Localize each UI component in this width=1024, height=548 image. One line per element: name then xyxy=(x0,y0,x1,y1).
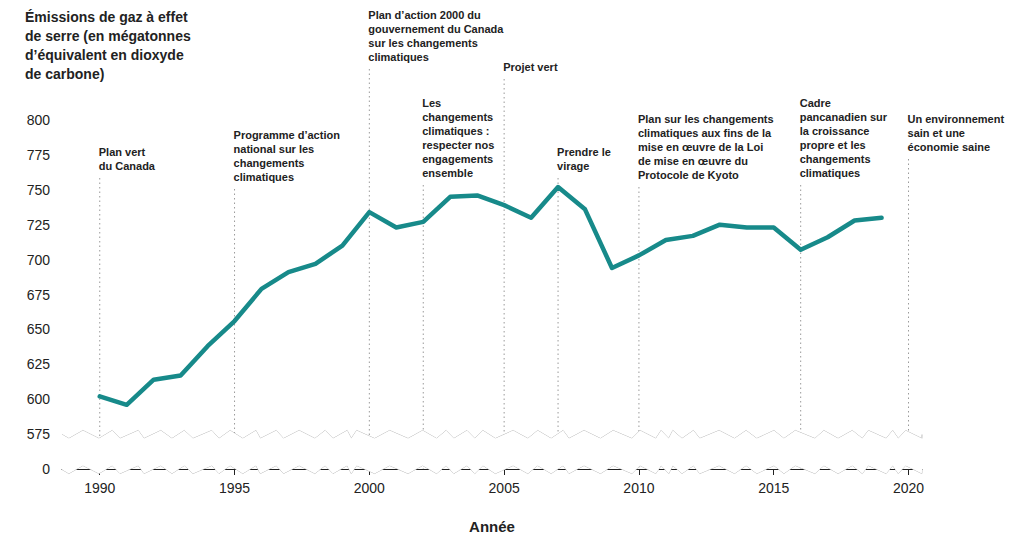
svg-text:national sur les: national sur les xyxy=(234,143,315,155)
svg-text:Programme d’action: Programme d’action xyxy=(234,129,341,141)
svg-text:Prendre le: Prendre le xyxy=(557,146,611,158)
svg-text:2020: 2020 xyxy=(893,480,924,496)
svg-text:625: 625 xyxy=(27,356,51,372)
svg-text:0: 0 xyxy=(42,461,50,477)
svg-text:changements: changements xyxy=(422,111,493,123)
svg-text:de mise en œuvre du: de mise en œuvre du xyxy=(638,155,748,167)
svg-text:climatiques: climatiques xyxy=(368,51,429,63)
svg-text:de serre (en mégatonnes: de serre (en mégatonnes xyxy=(25,28,191,44)
svg-text:775: 775 xyxy=(27,147,51,163)
svg-text:Un environnement: Un environnement xyxy=(908,113,1005,125)
svg-text:gouvernement du Canada: gouvernement du Canada xyxy=(368,23,504,35)
svg-text:675: 675 xyxy=(27,287,51,303)
svg-text:changements: changements xyxy=(800,153,871,165)
svg-text:respecter nos: respecter nos xyxy=(422,139,494,151)
svg-text:2005: 2005 xyxy=(489,480,520,496)
svg-text:750: 750 xyxy=(27,182,51,198)
svg-text:Plan d’action 2000 du: Plan d’action 2000 du xyxy=(368,9,480,21)
svg-text:sain et une: sain et une xyxy=(908,127,965,139)
svg-text:engagements: engagements xyxy=(422,153,493,165)
svg-text:2010: 2010 xyxy=(623,480,654,496)
svg-text:700: 700 xyxy=(27,252,51,268)
svg-text:économie saine: économie saine xyxy=(908,141,991,153)
svg-text:575: 575 xyxy=(27,426,51,442)
svg-text:1990: 1990 xyxy=(84,480,115,496)
svg-text:2015: 2015 xyxy=(758,480,789,496)
svg-text:1995: 1995 xyxy=(219,480,250,496)
svg-text:climatiques aux fins de la: climatiques aux fins de la xyxy=(638,127,772,139)
svg-text:725: 725 xyxy=(27,217,51,233)
svg-text:2000: 2000 xyxy=(354,480,385,496)
svg-text:Protocole de Kyoto: Protocole de Kyoto xyxy=(638,169,739,181)
svg-text:du Canada: du Canada xyxy=(99,160,156,172)
svg-text:virage: virage xyxy=(557,160,589,172)
svg-text:climatiques :: climatiques : xyxy=(422,125,489,137)
svg-text:d’équivalent en dioxyde: d’équivalent en dioxyde xyxy=(25,47,184,63)
svg-text:650: 650 xyxy=(27,321,51,337)
svg-text:600: 600 xyxy=(27,391,51,407)
svg-text:Les: Les xyxy=(422,97,441,109)
svg-text:800: 800 xyxy=(27,112,51,128)
svg-text:climatiques: climatiques xyxy=(800,167,861,179)
svg-text:mise en œuvre de la Loi: mise en œuvre de la Loi xyxy=(638,141,763,153)
svg-text:Projet vert: Projet vert xyxy=(503,61,558,73)
svg-text:Année: Année xyxy=(469,518,515,535)
svg-text:climatiques: climatiques xyxy=(234,171,295,183)
svg-text:la croissance: la croissance xyxy=(800,125,870,137)
svg-text:de carbone): de carbone) xyxy=(25,66,104,82)
svg-text:Plan vert: Plan vert xyxy=(99,146,146,158)
svg-text:Émissions de gaz à effet: Émissions de gaz à effet xyxy=(25,9,188,25)
svg-text:propre et les: propre et les xyxy=(800,139,866,151)
svg-text:ensemble: ensemble xyxy=(422,167,473,179)
svg-text:sur les changements: sur les changements xyxy=(368,37,477,49)
svg-text:pancanadien sur: pancanadien sur xyxy=(800,111,888,123)
svg-text:changements: changements xyxy=(234,157,305,169)
svg-text:Plan sur les changements: Plan sur les changements xyxy=(638,113,774,125)
svg-text:Cadre: Cadre xyxy=(800,97,831,109)
